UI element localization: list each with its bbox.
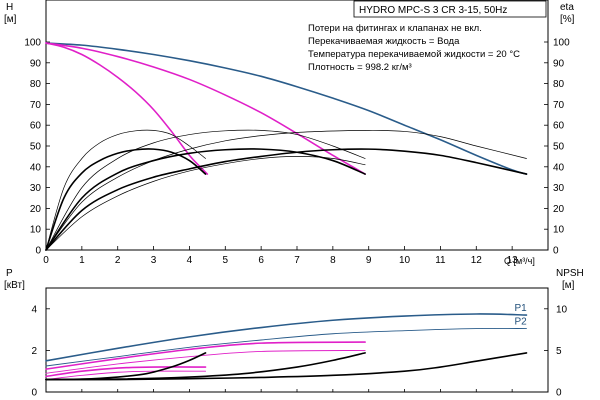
note-line: Потери на фитингах и клапанах не вкл. [308,23,482,34]
npsh-axis-unit: [м] [562,280,575,291]
series-line-efficiency-1-pump [45,148,207,251]
x-tick-label: 2 [115,255,121,266]
series-line-P1 [45,313,528,362]
npsh-axis-label: NPSH [556,268,584,279]
y-right-tick-label: 40 [553,162,565,173]
x-tick-label: 7 [294,255,300,266]
series-label: P1 [514,303,527,314]
x-tick-label: 0 [43,255,49,266]
series-line-NPSH-2-pumps [45,352,366,381]
series-line-P2-1-pump [45,370,207,380]
series-line-efficiency-thin-lower [45,156,366,251]
series-layer [45,42,528,381]
y-right-label: eta [560,2,574,13]
series-line-P2-2-pumps [45,349,366,374]
series-line-efficiency-2-pumps [45,148,366,251]
note-line: Плотность = 998.2 кг/м³ [308,62,412,73]
x-tick-label: 13 [507,255,519,266]
y-right-tick-label: 70 [553,100,565,111]
y-right-tick-label: 20 [553,204,565,215]
series-line-efficiency-extension-3 [45,130,527,251]
notes-block: Потери на фитингах и клапанах не вкл. Пе… [308,23,520,73]
y-left-tick-label: 60 [30,121,42,132]
x-axis-label: Q [м³/ч] [504,256,535,266]
y-left-tick-label: 10 [30,225,42,236]
y-left-tick-label: 70 [30,100,42,111]
x-tick-label: 3 [151,255,157,266]
head-plot-frame [45,0,549,251]
x-tick-label: 10 [399,255,411,266]
npsh-tick-label: 0 [556,388,562,399]
y-left-tick-label: 0 [35,246,41,257]
y-left-tick-label: 90 [30,58,42,69]
npsh-tick-label: 10 [556,304,568,315]
y-left-label: H [6,2,13,13]
y-right-tick-label: 50 [553,142,565,153]
p-tick-label: 2 [31,346,37,357]
p-axis-unit: [кВт] [4,280,25,291]
x-tick-label: 1 [79,255,85,266]
series-line-NPSH-1-pump [45,352,207,381]
chart-title: HYDRO MPC-S 3 CR 3-15, 50Hz [359,5,507,16]
series-line-efficiency-3-pumps [45,148,528,251]
series-line-efficiency-extension-1 [45,129,206,251]
series-line-efficiency-extension-2 [45,129,366,251]
y-left-tick-label: 30 [30,183,42,194]
x-tick-label: 12 [471,255,483,266]
y-right-tick-label: 60 [553,121,565,132]
x-tick-label: 11 [435,255,446,266]
x-tick-label: 8 [330,255,336,266]
note-line: Перекачиваемая жидкость = Вода [308,36,460,47]
y-right-tick-label: 0 [553,246,559,257]
y-right-tick-label: 10 [553,225,565,236]
y-left-tick-label: 20 [30,204,42,215]
y-right-tick-label: 30 [553,183,565,194]
series-label: P2 [514,317,527,328]
p-axis-label: P [6,268,13,279]
p-tick-label: 4 [31,304,37,315]
series-line-head-1-pump [45,42,209,175]
y-left-unit: [м] [4,14,17,25]
note-line: Температура перекачиваемой жидкости = 20… [308,49,520,60]
y-right-unit: [%] [560,14,575,25]
y-right-tick-label: 90 [553,58,565,69]
x-tick-label: 9 [366,255,372,266]
y-left-tick-label: 100 [24,38,41,49]
series-line-head-3-pumps [45,42,528,175]
y-right-tick-label: 100 [553,38,570,49]
y-right-tick-label: 80 [553,79,565,90]
series-line-P2 [45,327,527,367]
series-line-P1-2-pumps [45,341,366,370]
x-tick-label: 6 [258,255,264,266]
p-tick-label: 0 [31,388,37,399]
y-left-tick-label: 50 [30,142,42,153]
x-tick-label: 4 [187,255,193,266]
y-left-tick-label: 80 [30,79,42,90]
title-box [353,0,547,18]
x-tick-label: 5 [223,255,229,266]
npsh-tick-label: 5 [556,346,562,357]
y-left-tick-label: 40 [30,162,42,173]
